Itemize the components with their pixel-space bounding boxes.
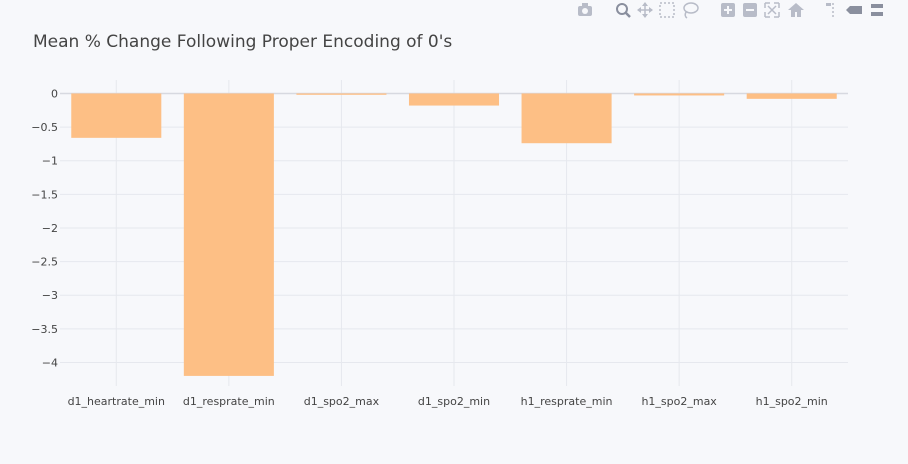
chart-title: Mean % Change Following Proper Encoding … [33,32,452,52]
y-axis-ticks: 0 −0.5 −1 −1.5 −2 −2.5 −3 −3.5 −4 [31,87,58,369]
zoom-icon[interactable]: Zoom [613,0,633,20]
y-tick-label: 0 [51,87,58,100]
y-tick-label: −2 [42,222,58,235]
x-tick-label: h1_spo2_max [641,395,717,408]
bar-d1_heartrate_min[interactable] [71,93,162,138]
bar-h1_resprate_min[interactable] [521,93,612,144]
modebar: Download plot as a png ZoomPanBox SelectL… [575,0,888,20]
y-tick-label: −0.5 [31,121,58,134]
y-tick-label: −3.5 [31,323,58,336]
autoscale-icon[interactable]: Autoscale [762,0,782,20]
camera-icon[interactable]: Download plot as a png [575,0,595,20]
x-tick-label: d1_spo2_max [304,395,380,408]
bar-d1_spo2_max[interactable] [296,93,387,95]
bars [71,93,837,376]
zoom-in-icon[interactable]: Zoom in [718,0,738,20]
lasso-select-icon[interactable]: Lasso Select [680,0,700,20]
hover-closest-icon[interactable]: Show closest data on hover [844,0,864,20]
x-tick-label: h1_spo2_min [756,395,828,408]
y-tick-label: −2.5 [31,256,58,269]
home-icon[interactable]: Reset axes [786,0,806,20]
y-tick-label: −1 [42,155,58,168]
zoom-out-icon[interactable]: Zoom out [740,0,760,20]
spike-lines-icon[interactable]: Toggle Spike Lines [820,0,840,20]
bar-h1_spo2_min[interactable] [746,93,837,99]
bar-h1_spo2_max[interactable] [634,93,725,96]
y-tick-label: −4 [42,356,58,369]
bar-d1_resprate_min[interactable] [183,93,274,376]
pan-icon[interactable]: Pan [635,0,655,20]
x-tick-label: d1_heartrate_min [68,395,165,408]
box-select-icon[interactable]: Box Select [657,0,677,20]
x-tick-label: h1_resprate_min [521,395,613,408]
x-tick-label: d1_resprate_min [183,395,275,408]
hover-compare-icon[interactable]: Compare data on hover [868,0,888,20]
y-tick-label: −1.5 [31,188,58,201]
gridlines [60,80,848,386]
x-axis-ticks: d1_heartrate_min d1_resprate_min d1_spo2_m… [68,395,828,408]
x-tick-label: d1_spo2_min [418,395,490,408]
bar-d1_spo2_min[interactable] [408,93,500,106]
y-tick-label: −3 [42,289,58,302]
